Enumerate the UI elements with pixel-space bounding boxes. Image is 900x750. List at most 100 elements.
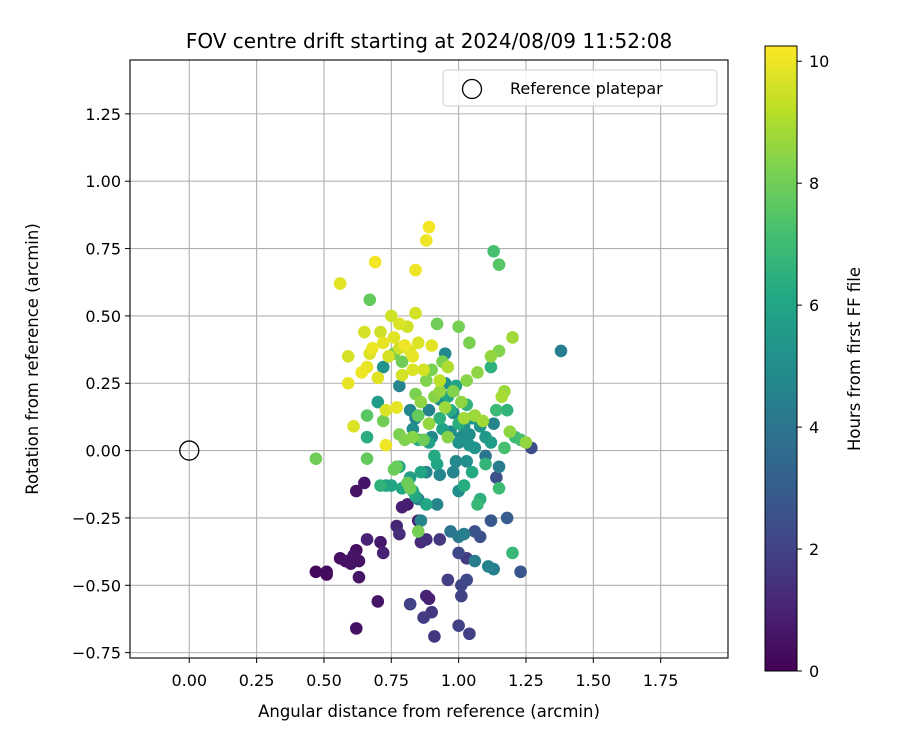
data-point (387, 463, 401, 476)
data-point (425, 339, 438, 352)
data-points (309, 220, 568, 643)
data-point (441, 430, 455, 444)
data-point (414, 514, 428, 527)
y-tick-label: 1.25 (85, 105, 121, 124)
data-point (452, 436, 465, 449)
data-point (433, 411, 447, 425)
x-tick-label: 1.50 (576, 671, 612, 690)
data-point (411, 336, 425, 350)
data-point (403, 597, 417, 611)
data-point (379, 403, 393, 417)
x-tick-label: 0.75 (373, 671, 409, 690)
x-tick-label: 0.50 (306, 671, 342, 690)
data-point (492, 460, 506, 474)
data-point (409, 306, 422, 320)
colorbar-tick-label: 0 (809, 662, 819, 681)
data-point (366, 341, 379, 355)
data-point (446, 465, 460, 479)
data-point (495, 390, 509, 404)
data-point (376, 336, 390, 350)
data-point (341, 376, 355, 390)
data-point (355, 366, 368, 379)
data-point (360, 452, 374, 465)
data-point (500, 511, 514, 525)
data-point (358, 476, 371, 490)
data-point (358, 325, 371, 339)
data-point (428, 630, 441, 643)
data-point (395, 355, 409, 368)
data-point (449, 455, 463, 468)
data-point (484, 436, 498, 449)
colorbar-ticks: 0 2 4 6 8 10 (797, 52, 829, 681)
y-tick-label: 1.00 (85, 172, 121, 191)
data-point (309, 565, 323, 579)
data-point (452, 546, 465, 560)
y-axis-ticks: −0.75 −0.50 −0.25 0.00 0.25 0.50 0.75 1.00 1.25 (72, 105, 130, 663)
data-point (374, 479, 387, 492)
plot-area (130, 60, 728, 658)
reference-marker (179, 440, 200, 461)
data-point (417, 611, 430, 624)
data-point (490, 471, 503, 484)
data-point (411, 525, 425, 538)
x-tick-label: 1.75 (643, 671, 679, 690)
data-point (341, 350, 355, 363)
data-point (374, 535, 387, 549)
data-point (484, 514, 498, 527)
colorbar-tick-label: 4 (809, 418, 819, 437)
data-point (463, 336, 476, 350)
data-point (376, 414, 390, 428)
data-point (468, 525, 482, 538)
x-axis-ticks: 0.00 0.25 0.50 0.75 1.00 1.25 1.50 1.75 (171, 658, 678, 690)
data-point (422, 403, 436, 417)
data-point (371, 371, 385, 385)
data-point (379, 438, 393, 452)
data-point (420, 374, 433, 387)
x-tick-label: 1.25 (508, 671, 544, 690)
data-point (387, 331, 401, 344)
data-point (398, 339, 412, 352)
data-point (360, 430, 374, 444)
data-point (463, 438, 476, 452)
data-point (498, 441, 511, 455)
data-point (490, 403, 503, 417)
data-point (333, 277, 347, 290)
data-point (406, 350, 420, 363)
legend-label: Reference platepar (510, 79, 663, 98)
data-point (417, 363, 430, 377)
colorbar-gradient (764, 45, 798, 672)
data-point (465, 465, 479, 479)
data-point (422, 220, 436, 234)
reference-point (179, 440, 200, 461)
data-point (471, 366, 484, 379)
data-point (433, 374, 447, 387)
data-point (446, 385, 460, 398)
data-point (433, 533, 447, 546)
x-tick-label: 1.00 (441, 671, 477, 690)
data-point (376, 546, 390, 560)
colorbar-tick-label: 10 (809, 52, 829, 71)
x-axis-title: Angular distance from reference (arcmin) (258, 702, 600, 721)
data-point (455, 589, 468, 603)
y-tick-label: 0.75 (85, 240, 121, 259)
data-point (420, 589, 433, 603)
data-point (393, 379, 406, 393)
y-tick-label: 0.25 (85, 374, 121, 393)
data-point (479, 457, 492, 471)
colorbar-tick-label: 6 (809, 296, 819, 315)
data-point (309, 452, 323, 465)
data-point (481, 560, 495, 573)
data-point (395, 368, 409, 382)
data-point (554, 344, 568, 358)
plot-frame (129, 59, 729, 659)
data-point (409, 263, 422, 277)
data-point (417, 433, 430, 447)
y-tick-label: −0.50 (72, 576, 121, 595)
data-point (452, 619, 465, 632)
data-point (441, 573, 455, 587)
colorbar: 0 2 4 6 8 10 Hours from first FF file (764, 45, 864, 681)
legend: Reference platepar (442, 69, 718, 107)
data-point (395, 500, 409, 514)
data-point (457, 479, 471, 492)
